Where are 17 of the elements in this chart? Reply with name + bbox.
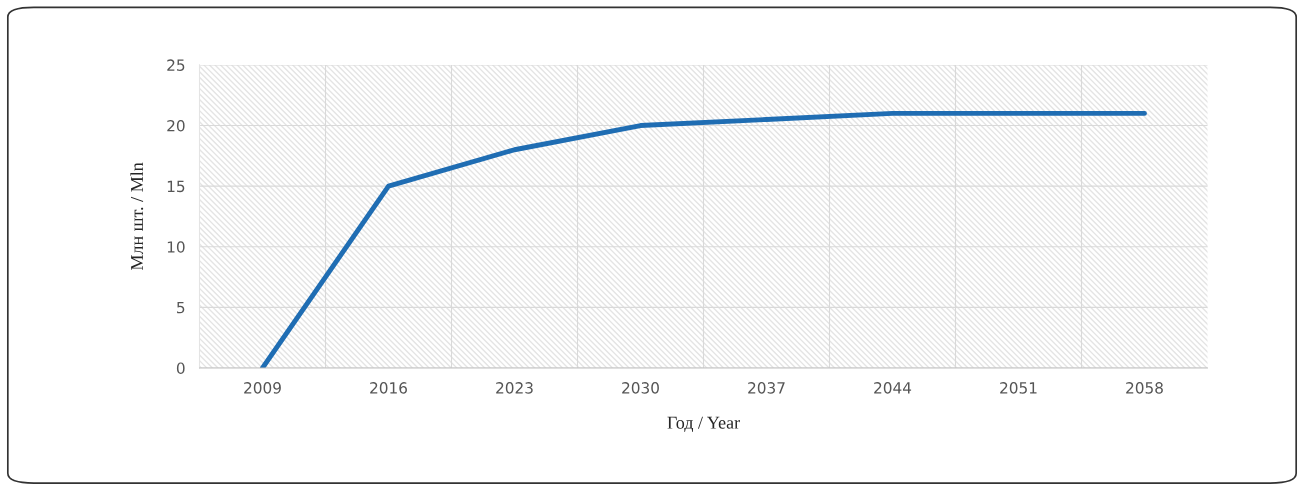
y-tick-label: 10 [167,241,185,253]
y-tick-label: 15 [167,180,185,193]
x-tick-label: 2051 [1000,382,1037,394]
x-tick-label: 2023 [496,382,533,394]
y-tick-label: 0 [176,362,185,374]
y-tick-label: 20 [167,119,185,132]
y-axis-title: Млн шт. / Mln [130,162,144,271]
line-series [260,110,1147,368]
y-tick-label: 5 [177,302,185,314]
x-axis-title: Год / Year [667,416,740,433]
x-tick-label: 2030 [622,382,659,394]
x-tick-label: 2058 [1126,382,1163,394]
x-tick-label: 2009 [244,382,281,394]
x-tick-label: 2044 [874,382,912,394]
x-tick-label: 2016 [370,382,407,394]
x-tick-label: 2037 [748,382,785,394]
y-tick-label: 25 [167,59,185,71]
